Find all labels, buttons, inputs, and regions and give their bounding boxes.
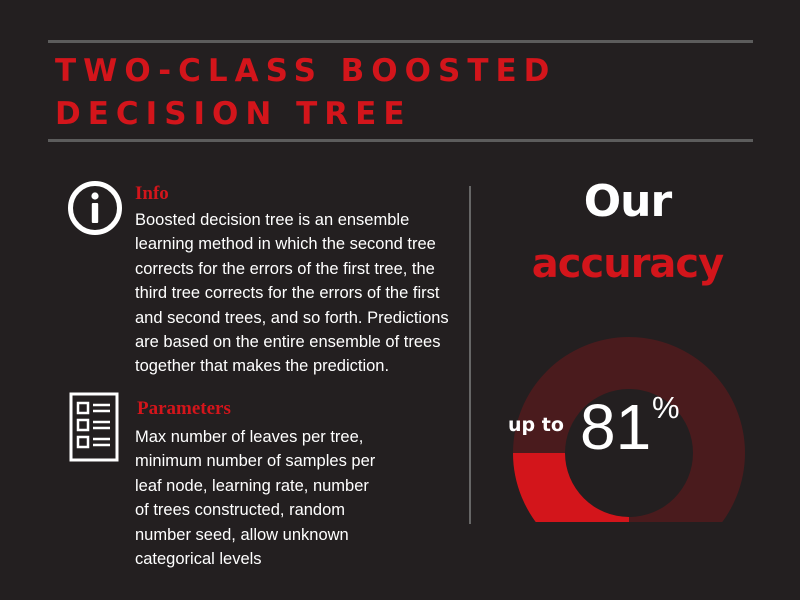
top-rule xyxy=(48,40,753,43)
accuracy-unit: % xyxy=(652,390,680,425)
accuracy-value: 81 xyxy=(580,391,652,463)
title-line-2: DECISION TREE xyxy=(55,96,412,132)
donut-track xyxy=(513,337,745,522)
column-divider xyxy=(469,186,471,524)
parameters-text: Max number of leaves per tree, minimum n… xyxy=(135,428,376,569)
donut-fill xyxy=(513,453,629,522)
info-heading: Info xyxy=(135,183,169,204)
accuracy-prefix: up to xyxy=(508,414,564,436)
parameters-heading: Parameters xyxy=(137,398,231,419)
info-text: Boosted decision tree is an ensemble lea… xyxy=(135,211,449,376)
accuracy-heading-line-1: Our xyxy=(583,176,672,227)
title-line-1: TWO-CLASS BOOSTED xyxy=(55,53,557,89)
accuracy-heading-line-2: accuracy xyxy=(531,241,724,287)
page-title: TWO-CLASS BOOSTED DECISION TREE xyxy=(55,50,755,136)
bottom-rule xyxy=(48,139,753,142)
info-icon xyxy=(68,181,122,235)
accuracy-donut xyxy=(513,337,745,522)
document-list-icon xyxy=(69,392,119,462)
